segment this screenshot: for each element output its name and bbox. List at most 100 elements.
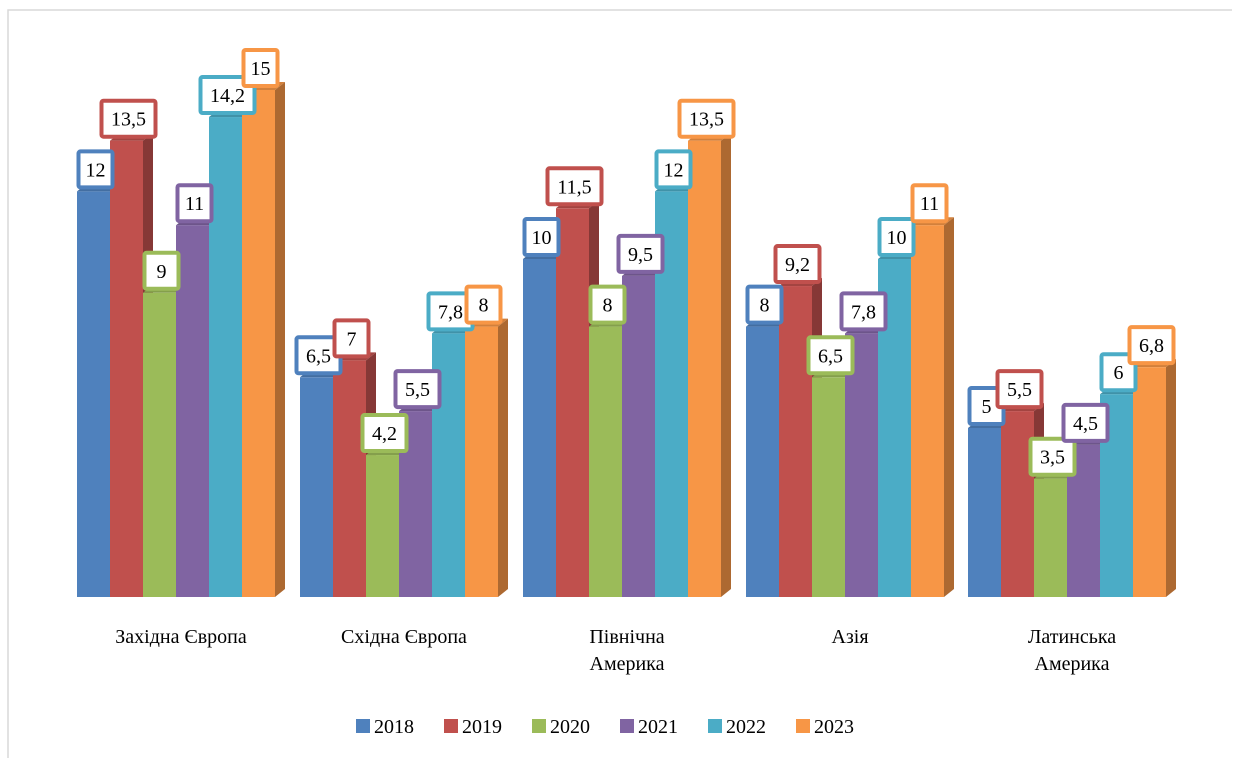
bar-front: [110, 140, 143, 597]
data-label: 6,5: [818, 345, 843, 367]
data-label: 6,5: [306, 345, 331, 367]
data-label-box: [1127, 325, 1176, 366]
bar: [911, 217, 954, 597]
bar-front: [209, 117, 242, 597]
bar-front: [812, 377, 845, 597]
data-label-box: [332, 318, 371, 359]
data-label: 9,2: [785, 254, 810, 276]
data-label-box: [677, 98, 736, 139]
data-label: 10: [887, 227, 907, 249]
data-label: 14,2: [210, 85, 245, 107]
bar-front: [968, 428, 1001, 597]
data-label: 12: [664, 159, 684, 181]
data-label: 11: [185, 193, 204, 215]
bar-side: [944, 217, 954, 597]
bar-front: [622, 275, 655, 597]
data-label-box: [654, 149, 693, 190]
data-label-box: [360, 413, 409, 454]
data-label: 7,8: [851, 301, 876, 323]
data-label-box: [522, 217, 561, 257]
bar: [688, 132, 731, 597]
data-label-box: [76, 149, 115, 190]
bar-front: [465, 326, 498, 597]
data-label-box: [99, 98, 158, 139]
data-label-box: [839, 291, 888, 332]
legend-swatch: [796, 719, 810, 733]
data-label: 7,8: [438, 301, 463, 323]
legend-label: 2021: [638, 716, 678, 738]
bar: [1133, 359, 1176, 597]
legend-label: 2022: [726, 716, 766, 738]
data-label-box: [142, 250, 181, 291]
data-label: 15: [251, 58, 271, 80]
data-label-box: [616, 233, 665, 274]
bar-front: [746, 326, 779, 597]
data-label-box: [1061, 402, 1110, 443]
legend-label: 2023: [814, 716, 854, 738]
bar-front: [1133, 367, 1166, 597]
bar-front: [242, 90, 275, 597]
data-label-box: [545, 166, 604, 207]
bar-front: [688, 140, 721, 597]
data-label: 5: [982, 396, 992, 418]
x-tick-label: Західна Європа: [115, 626, 247, 648]
bar-front: [143, 292, 176, 597]
legend-swatch: [356, 719, 370, 733]
data-label: 12: [86, 159, 106, 181]
data-label-box: [910, 183, 949, 224]
bar-front: [333, 360, 366, 597]
data-label-box: [1099, 352, 1138, 393]
legend-label: 2020: [550, 716, 590, 738]
data-label-box: [806, 335, 855, 376]
bar-side: [721, 132, 731, 597]
x-tick-label-line: Америка: [1035, 653, 1110, 675]
data-label: 7: [347, 328, 357, 350]
data-label-box: [1028, 436, 1077, 477]
x-tick-label-line: Америка: [590, 653, 665, 675]
data-label: 9,5: [628, 244, 653, 266]
legend-swatch: [444, 719, 458, 733]
x-tick-label-line: Північна: [589, 626, 664, 648]
data-label: 5,5: [405, 379, 430, 401]
data-label-box: [241, 48, 280, 88]
bar: [465, 318, 508, 597]
bar-side: [1166, 359, 1176, 597]
bar-front: [589, 326, 622, 597]
bar-front: [845, 333, 878, 597]
data-label-box: [175, 183, 214, 224]
legend-swatch: [620, 719, 634, 733]
legend-swatch: [708, 719, 722, 733]
data-label-box: [995, 369, 1044, 410]
data-label-box: [877, 217, 916, 257]
data-label-box: [773, 244, 822, 285]
bar-front: [77, 191, 110, 597]
x-tick-label-line: Латинська: [1028, 626, 1116, 648]
data-label-box: [198, 75, 257, 116]
data-label: 11,5: [557, 176, 591, 198]
x-tick-label: Азія: [831, 626, 868, 648]
data-label: 11: [920, 193, 939, 215]
data-label: 4,5: [1073, 413, 1098, 435]
data-label: 13,5: [111, 109, 146, 131]
bar-side: [498, 318, 508, 597]
data-label: 4,2: [372, 423, 397, 445]
bar-front: [300, 377, 333, 597]
legend-label: 2019: [462, 716, 502, 738]
data-label: 8: [603, 295, 613, 317]
data-label: 6: [1114, 362, 1124, 384]
data-label-box: [464, 284, 503, 325]
x-tick-label: Східна Європа: [341, 626, 467, 648]
bar-front: [556, 208, 589, 598]
bar: [242, 82, 285, 597]
data-label: 8: [479, 295, 489, 317]
bar-front: [779, 286, 812, 597]
data-label: 6,8: [1139, 335, 1164, 357]
data-label: 10: [532, 227, 552, 249]
data-label: 5,5: [1007, 379, 1032, 401]
legend-label: 2018: [374, 716, 414, 738]
data-label: 13,5: [689, 109, 724, 131]
data-label: 8: [760, 295, 770, 317]
data-label-box: [588, 284, 627, 325]
data-label: 3,5: [1040, 447, 1065, 469]
